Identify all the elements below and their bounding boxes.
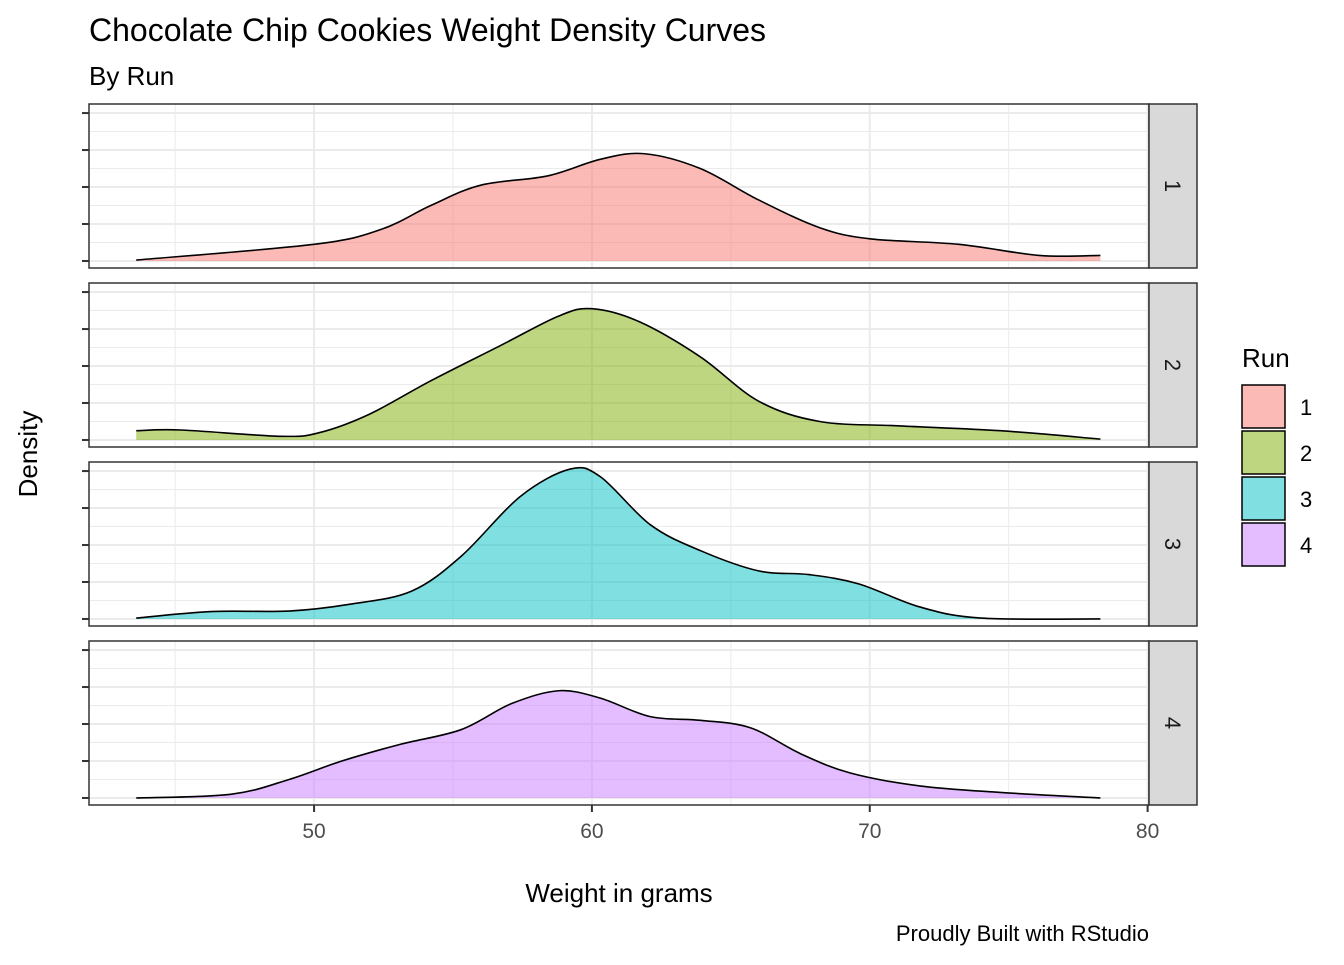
legend-key-run-1: [1241, 384, 1286, 429]
density-area-run-2: [136, 308, 1101, 440]
legend-key-run-2: [1241, 430, 1286, 475]
legend-label: 1: [1300, 395, 1312, 420]
y-axis-label: Density: [13, 411, 43, 498]
legend-title: Run: [1242, 343, 1290, 373]
caption: Proudly Built with RStudio: [896, 921, 1149, 946]
legend-label: 2: [1300, 441, 1312, 466]
x-tick-label: 60: [580, 820, 603, 843]
density-area-run-3: [136, 467, 1101, 620]
x-tick-label: 70: [858, 820, 881, 843]
x-tick-label: 80: [1136, 820, 1159, 843]
facet-panel-3: 3: [82, 461, 1198, 627]
density-area-run-4: [136, 690, 1101, 798]
facet-panel-1: 1: [82, 103, 1198, 269]
facet-strip: [1148, 103, 1198, 269]
x-tick-label: 50: [302, 820, 325, 843]
density-area-run-1: [136, 153, 1101, 261]
chart-subtitle: By Run: [89, 61, 174, 91]
density-curve-run-2: [136, 307, 1101, 440]
legend-key-run-3: [1241, 476, 1286, 521]
legend-label: 4: [1300, 533, 1312, 558]
facet-strip-label: 1: [1160, 180, 1185, 192]
facet-panel-4: 4: [82, 640, 1198, 806]
density-curve-run-4: [136, 689, 1101, 799]
legend-key-run-4: [1241, 522, 1286, 567]
facet-panel-2: 2: [82, 282, 1198, 448]
facet-strip-label: 3: [1160, 538, 1185, 550]
facet-strip: [1148, 461, 1198, 627]
density-curve-run-3: [136, 466, 1101, 621]
facet-strip-label: 2: [1160, 359, 1185, 371]
facet-strip: [1148, 282, 1198, 448]
facet-strip: [1148, 640, 1198, 806]
facet-strip-label: 4: [1160, 717, 1185, 729]
density-curve-run-1: [136, 152, 1101, 261]
chart-title: Chocolate Chip Cookies Weight Density Cu…: [89, 12, 766, 48]
x-axis-label: Weight in grams: [525, 878, 712, 908]
legend-label: 3: [1300, 487, 1312, 512]
